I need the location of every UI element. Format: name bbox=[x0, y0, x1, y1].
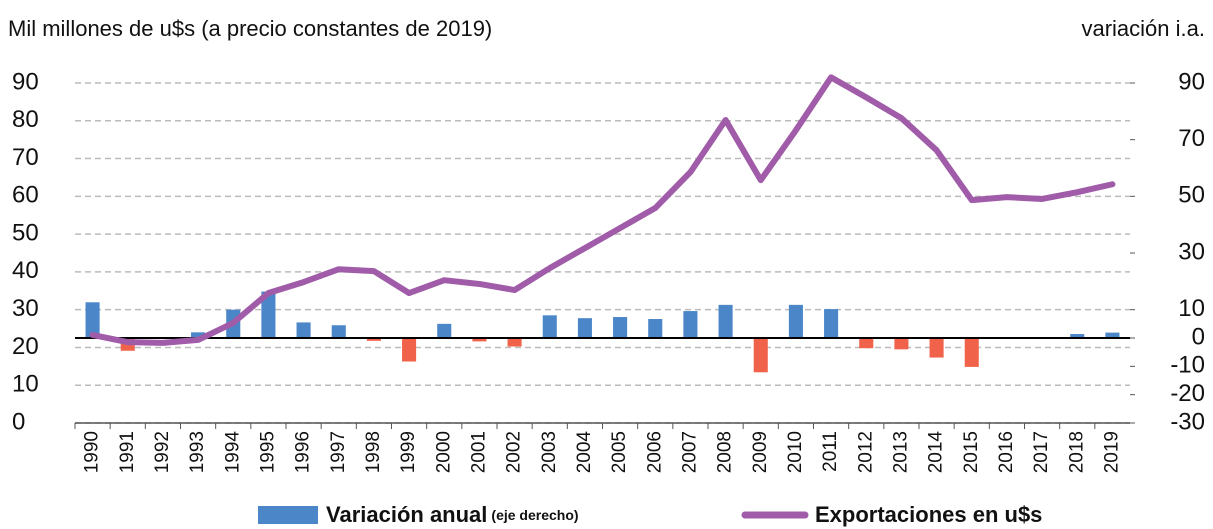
x-tick-label: 1994 bbox=[222, 431, 243, 474]
bar bbox=[542, 315, 557, 338]
y2-tick-label: 90 bbox=[1178, 68, 1205, 95]
y-tick-label: 20 bbox=[12, 333, 39, 360]
x-tick-label: 2019 bbox=[1101, 431, 1122, 473]
bar bbox=[85, 302, 100, 338]
x-tick-label: 2007 bbox=[679, 431, 700, 473]
x-tick-label: 1993 bbox=[187, 431, 208, 473]
y2-tick-label: 0 bbox=[1192, 323, 1205, 350]
x-tick-label: 2017 bbox=[1031, 431, 1052, 473]
x-tick-label: 1998 bbox=[363, 431, 384, 473]
bar bbox=[191, 332, 206, 338]
bar bbox=[788, 304, 803, 338]
bar bbox=[613, 317, 628, 338]
x-tick-label: 2011 bbox=[820, 431, 841, 472]
bar bbox=[1070, 334, 1085, 338]
bar bbox=[296, 322, 311, 338]
x-tick-label: 1991 bbox=[117, 431, 138, 473]
bar bbox=[1105, 332, 1120, 338]
x-tick-label: 2000 bbox=[433, 431, 454, 473]
bar bbox=[683, 311, 698, 338]
x-tick-label: 1995 bbox=[257, 431, 278, 473]
y2-tick-label: 70 bbox=[1178, 125, 1205, 152]
x-tick-label: 1997 bbox=[328, 431, 349, 473]
bar bbox=[859, 338, 874, 349]
bar bbox=[402, 338, 417, 362]
x-tick-label: 2010 bbox=[785, 431, 806, 473]
x-tick-label: 1990 bbox=[82, 431, 103, 473]
x-tick-label: 1999 bbox=[398, 431, 419, 473]
x-tick-label: 2014 bbox=[926, 431, 947, 474]
x-tick-label: 2016 bbox=[996, 431, 1017, 473]
bar bbox=[331, 325, 346, 338]
legend-label: Variación anual (eje derecho) bbox=[326, 502, 579, 527]
x-tick-label: 2006 bbox=[644, 431, 665, 473]
y-tick-label: 10 bbox=[12, 371, 39, 398]
bar bbox=[753, 338, 768, 373]
y-tick-label: 80 bbox=[12, 106, 39, 133]
legend-swatch bbox=[258, 506, 318, 524]
y-tick-label: 30 bbox=[12, 295, 39, 322]
bar bbox=[366, 338, 381, 341]
bar bbox=[824, 309, 839, 338]
x-tick-label: 1992 bbox=[152, 431, 173, 473]
bar bbox=[507, 338, 522, 347]
x-tick-label: 2002 bbox=[504, 431, 525, 473]
bar bbox=[577, 318, 592, 338]
x-tick-label: 2008 bbox=[715, 431, 736, 473]
legend-name: Variación anual bbox=[326, 502, 487, 527]
x-tick-label: 2013 bbox=[890, 431, 911, 473]
bar bbox=[929, 338, 944, 358]
x-tick-label: 2015 bbox=[961, 431, 982, 473]
bar bbox=[261, 291, 276, 338]
y2-axis-title: variación i.a. bbox=[1081, 16, 1205, 41]
x-tick-label: 2004 bbox=[574, 431, 595, 474]
y2-tick-label: 10 bbox=[1178, 295, 1205, 322]
y2-tick-label: -20 bbox=[1170, 380, 1205, 407]
x-tick-label: 2001 bbox=[468, 431, 489, 473]
x-tick-label: 2009 bbox=[750, 431, 771, 473]
y2-tick-label: 50 bbox=[1178, 182, 1205, 209]
bar bbox=[894, 338, 909, 350]
y2-tick-label: -30 bbox=[1170, 408, 1205, 435]
y2-tick-label: -10 bbox=[1170, 352, 1205, 379]
bar bbox=[472, 338, 487, 342]
y-tick-label: 90 bbox=[12, 68, 39, 95]
bar bbox=[437, 323, 452, 338]
bar bbox=[648, 319, 663, 338]
x-tick-label: 2018 bbox=[1066, 431, 1087, 473]
legend-label: Exportaciones en u$s bbox=[815, 502, 1042, 527]
x-tick-label: 2005 bbox=[609, 431, 630, 473]
y-tick-label: 40 bbox=[12, 257, 39, 284]
y-tick-label: 50 bbox=[12, 219, 39, 246]
x-tick-label: 1996 bbox=[293, 431, 314, 473]
y2-tick-label: 30 bbox=[1178, 238, 1205, 265]
x-tick-label: 2003 bbox=[539, 431, 560, 473]
line bbox=[89, 74, 1116, 346]
y-tick-label: 60 bbox=[12, 182, 39, 209]
y-tick-label: 0 bbox=[12, 408, 25, 435]
bar bbox=[718, 304, 733, 338]
legend-note: (eje derecho) bbox=[491, 507, 578, 523]
chart-title: Mil millones de u$s (a precio constantes… bbox=[8, 16, 492, 41]
bar bbox=[964, 338, 979, 367]
x-tick-label: 2012 bbox=[855, 431, 876, 473]
y-tick-label: 70 bbox=[12, 144, 39, 171]
